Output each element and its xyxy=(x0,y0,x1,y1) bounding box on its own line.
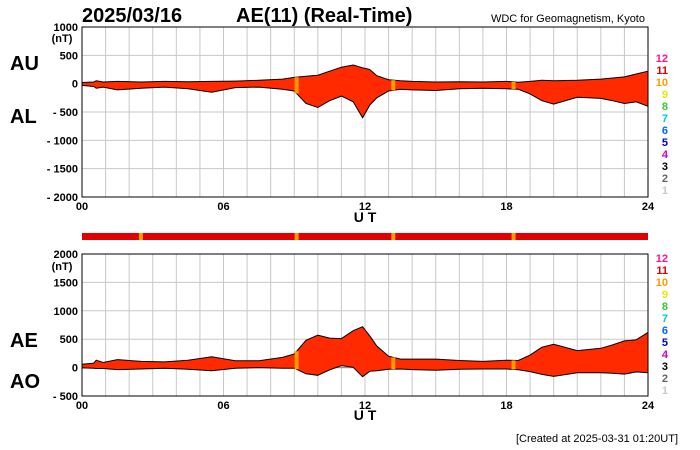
x-tick-label: 18 xyxy=(500,400,512,412)
station-count-label: 3 xyxy=(662,161,668,173)
station-count-label: 4 xyxy=(662,349,669,361)
y-tick-label: - 1500 xyxy=(47,164,78,176)
station-count-label: 10 xyxy=(656,77,668,89)
y-tick-label: 2000 xyxy=(54,249,78,261)
ae-series-line xyxy=(81,326,649,365)
station-change-highlight xyxy=(294,77,299,94)
y-tick-label: 1000 xyxy=(54,22,78,34)
station-count-label: 1 xyxy=(662,385,668,397)
station-change-highlight xyxy=(391,80,396,91)
au-al-y-unit: (nT) xyxy=(52,33,73,45)
station-change-highlight xyxy=(511,81,516,90)
station-count-label: 12 xyxy=(656,253,668,265)
station-count-label: 8 xyxy=(662,301,668,313)
station-change-highlight xyxy=(294,351,299,370)
au-series-line xyxy=(81,64,649,83)
ae-ao-x-ticks: 00 06 12 18 24 xyxy=(76,400,655,412)
y-tick-label: - 500 xyxy=(53,391,78,403)
station-count-label: 2 xyxy=(662,173,668,185)
x-tick-label: 00 xyxy=(76,400,88,412)
created-timestamp: [Created at 2025-03-31 01:20UT] xyxy=(516,433,678,445)
station-bar-highlight xyxy=(511,233,516,240)
al-label: AL xyxy=(10,106,37,128)
station-count-bar xyxy=(82,233,648,240)
au-al-area xyxy=(81,64,649,119)
station-count-label: 1 xyxy=(662,185,668,197)
station-count-label: 11 xyxy=(656,265,668,277)
station-bar-highlight xyxy=(138,233,143,240)
x-tick-label: 12 xyxy=(359,201,371,213)
station-change-highlight xyxy=(511,360,516,370)
station-count-label: 10 xyxy=(656,277,668,289)
au-al-highlights xyxy=(294,77,516,94)
y-tick-label: - 1000 xyxy=(47,135,78,147)
station-bar-highlight xyxy=(391,233,396,240)
au-label: AU xyxy=(10,53,39,75)
ae-label: AE xyxy=(10,330,38,352)
y-tick-label: 500 xyxy=(60,50,78,62)
chart-title: AE(11) (Real-Time) xyxy=(236,5,412,27)
ao-series-line xyxy=(81,365,649,378)
x-tick-label: 24 xyxy=(642,201,655,213)
x-tick-label: 06 xyxy=(217,201,229,213)
station-count-label: 12 xyxy=(656,53,668,65)
ao-label: AO xyxy=(10,371,40,393)
au-al-fill xyxy=(82,65,648,118)
station-count-label: 9 xyxy=(662,289,668,301)
y-tick-label: 0 xyxy=(72,79,78,91)
station-count-label: 4 xyxy=(662,149,669,161)
station-count-label: 9 xyxy=(662,89,668,101)
ae-ao-y-unit: (nT) xyxy=(52,261,73,273)
station-count-label: 5 xyxy=(662,337,668,349)
station-count-label: 7 xyxy=(662,313,668,325)
station-count-label: 6 xyxy=(662,325,668,337)
y-tick-label: - 2000 xyxy=(47,192,78,204)
x-tick-label: 12 xyxy=(359,400,371,412)
station-count-label: 8 xyxy=(662,101,668,113)
ae-ao-frame xyxy=(81,253,649,397)
y-tick-label: 1000 xyxy=(54,306,78,318)
y-tick-label: - 500 xyxy=(53,107,78,119)
au-al-y-ticks: 1000 500 0 - 500 - 1000 - 1500 - 2000 xyxy=(47,22,78,204)
station-count-label: 5 xyxy=(662,137,668,149)
station-count-label: 6 xyxy=(662,125,668,137)
y-tick-label: 0 xyxy=(72,363,78,375)
station-bar-highlight xyxy=(294,233,299,240)
ae-ao-fill xyxy=(82,326,648,377)
ae-ao-highlights xyxy=(294,351,516,370)
al-series-line xyxy=(81,84,649,119)
station-count-label: 3 xyxy=(662,361,668,373)
ae-ao-area xyxy=(81,326,649,378)
date-title: 2025/03/16 xyxy=(82,5,182,27)
au-al-x-label: U T xyxy=(354,209,377,225)
station-count-label: 2 xyxy=(662,373,668,385)
source-label: WDC for Geomagnetism, Kyoto xyxy=(491,13,645,25)
y-tick-label: 1500 xyxy=(54,277,78,289)
station-count-label: 7 xyxy=(662,113,668,125)
x-tick-label: 24 xyxy=(642,400,655,412)
x-tick-label: 00 xyxy=(76,201,88,213)
x-tick-label: 06 xyxy=(217,400,229,412)
ae-ao-y-ticks: 2000 1500 1000 500 0 - 500 xyxy=(53,249,78,403)
station-bar-base xyxy=(82,233,648,240)
station-count-label: 11 xyxy=(656,65,668,77)
x-tick-label: 18 xyxy=(500,201,512,213)
station-change-highlight xyxy=(391,357,396,370)
au-al-frame xyxy=(81,26,649,198)
au-al-x-ticks: 00 06 12 18 24 xyxy=(76,201,655,213)
y-tick-label: 500 xyxy=(60,334,78,346)
ae-ao-x-label: U T xyxy=(354,407,377,423)
